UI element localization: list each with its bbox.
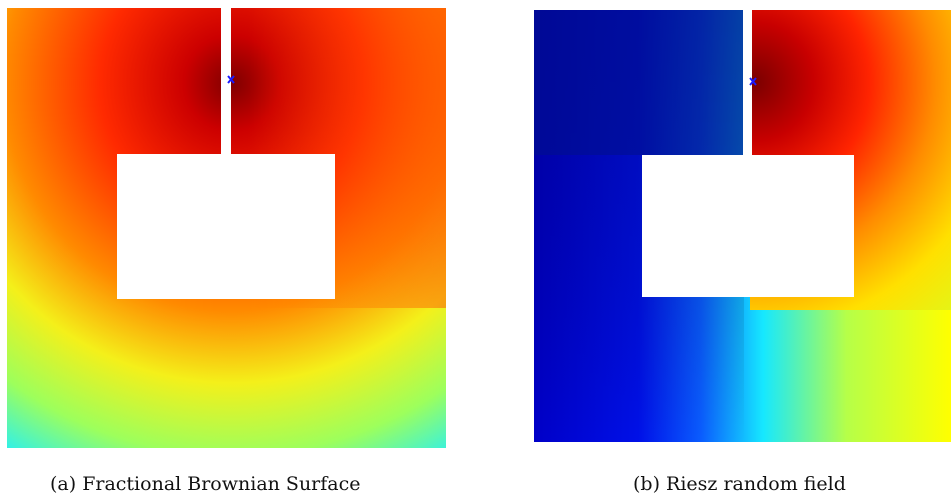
slit-cutout	[221, 8, 231, 154]
rectangular-hole	[117, 154, 335, 299]
riesz-random-field-plot	[534, 10, 951, 442]
origin-marker-icon	[227, 75, 235, 84]
origin-marker-icon	[749, 77, 757, 86]
caption-riesz-random-field: (b) Riesz random field	[633, 473, 846, 495]
rectangular-hole	[642, 155, 854, 297]
caption-fractional-brownian-surface: (a) Fractional Brownian Surface	[50, 473, 361, 495]
fractional-brownian-surface-plot	[7, 8, 446, 448]
slit-cutout	[743, 10, 752, 155]
